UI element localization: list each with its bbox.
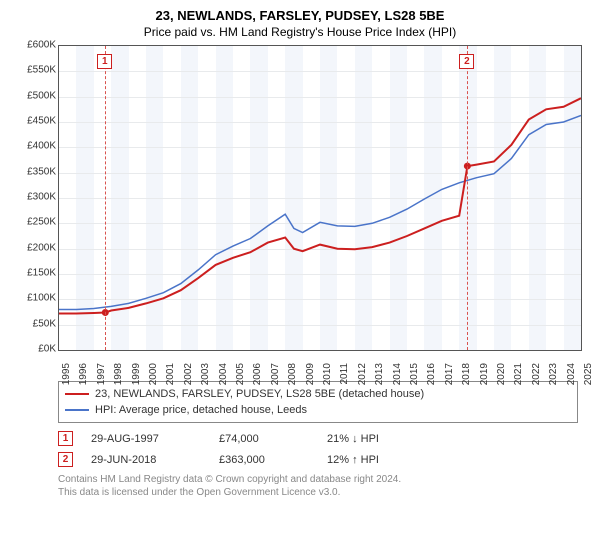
y-axis-label: £250K <box>10 217 56 228</box>
chart-container: 23, NEWLANDS, FARSLEY, PUDSEY, LS28 5BE … <box>0 0 600 560</box>
y-axis-label: £600K <box>10 40 56 51</box>
datapoint-date: 29-JUN-2018 <box>91 454 201 466</box>
y-axis-label: £0K <box>10 344 56 355</box>
footer-line: This data is licensed under the Open Gov… <box>58 486 590 499</box>
chart-subtitle: Price paid vs. HM Land Registry's House … <box>10 25 590 39</box>
y-axis-label: £50K <box>10 318 56 329</box>
legend-entry: 23, NEWLANDS, FARSLEY, PUDSEY, LS28 5BE … <box>65 386 571 402</box>
y-axis-label: £400K <box>10 141 56 152</box>
y-axis-label: £150K <box>10 268 56 279</box>
chart-title-address: 23, NEWLANDS, FARSLEY, PUDSEY, LS28 5BE <box>10 8 590 23</box>
y-axis-label: £100K <box>10 293 56 304</box>
y-axis-label: £500K <box>10 90 56 101</box>
line-series-svg <box>59 46 581 350</box>
legend-label: HPI: Average price, detached house, Leed… <box>95 402 307 418</box>
datapoint-marker-icon: 2 <box>58 452 73 467</box>
y-axis-label: £300K <box>10 192 56 203</box>
datapoint-row: 1 29-AUG-1997 £74,000 21% ↓ HPI <box>58 431 578 446</box>
chart-area: 12 1995199619971998199920002001200220032… <box>10 45 590 375</box>
datapoint-diff: 21% ↓ HPI <box>327 433 437 445</box>
legend-box: 23, NEWLANDS, FARSLEY, PUDSEY, LS28 5BE … <box>58 381 578 423</box>
legend-swatch <box>65 393 89 395</box>
y-axis-label: £200K <box>10 242 56 253</box>
datapoint-price: £74,000 <box>219 433 309 445</box>
datapoint-table: 1 29-AUG-1997 £74,000 21% ↓ HPI 2 29-JUN… <box>58 431 578 467</box>
y-axis-label: £450K <box>10 116 56 127</box>
marker-box-icon: 1 <box>97 54 112 69</box>
title-block: 23, NEWLANDS, FARSLEY, PUDSEY, LS28 5BE … <box>10 8 590 39</box>
y-axis-label: £350K <box>10 166 56 177</box>
datapoint-marker-icon: 1 <box>58 431 73 446</box>
datapoint-diff: 12% ↑ HPI <box>327 454 437 466</box>
datapoint-row: 2 29-JUN-2018 £363,000 12% ↑ HPI <box>58 452 578 467</box>
footer-line: Contains HM Land Registry data © Crown c… <box>58 473 590 486</box>
series-line-price_paid <box>59 98 581 313</box>
footer-attribution: Contains HM Land Registry data © Crown c… <box>58 473 590 499</box>
plot-region: 12 <box>58 45 582 351</box>
legend-swatch <box>65 409 89 411</box>
marker-box-icon: 2 <box>459 54 474 69</box>
datapoint-price: £363,000 <box>219 454 309 466</box>
series-line-hpi <box>59 115 581 309</box>
y-axis-label: £550K <box>10 65 56 76</box>
x-axis-label: 2025 <box>583 363 600 385</box>
datapoint-date: 29-AUG-1997 <box>91 433 201 445</box>
legend-label: 23, NEWLANDS, FARSLEY, PUDSEY, LS28 5BE … <box>95 386 424 402</box>
legend-entry: HPI: Average price, detached house, Leed… <box>65 402 571 418</box>
